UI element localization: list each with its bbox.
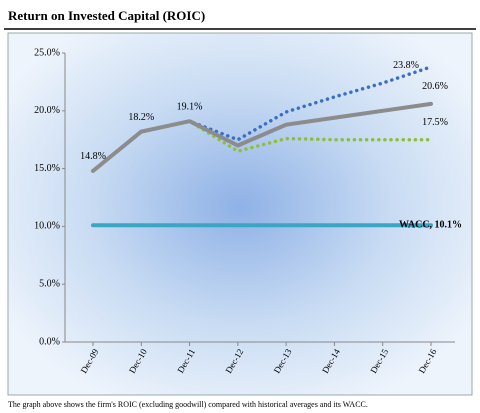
data-label: 17.5%: [422, 117, 448, 128]
y-tick-label: 25.0%: [34, 47, 60, 58]
chart-title: Return on Invested Capital (ROIC): [8, 8, 205, 23]
caption: The graph above shows the firm's ROIC (e…: [8, 400, 368, 409]
chart-frame: [7, 32, 473, 396]
data-label: 23.8%: [393, 60, 419, 71]
data-label: 14.8%: [80, 151, 106, 162]
y-tick-label: 20.0%: [34, 105, 60, 116]
y-tick-label: 15.0%: [34, 163, 60, 174]
y-tick-label: 0.0%: [39, 336, 60, 347]
data-label: 18.2%: [128, 112, 154, 123]
data-label: 20.6%: [422, 81, 448, 92]
series-line: [91, 101, 433, 173]
series-line: [91, 119, 433, 173]
data-label: 19.1%: [177, 102, 203, 113]
series-line: [91, 65, 433, 173]
data-label: WACC, 10.1%: [399, 220, 462, 231]
y-tick-label: 10.0%: [34, 221, 60, 232]
y-tick-label: 5.0%: [39, 278, 60, 289]
